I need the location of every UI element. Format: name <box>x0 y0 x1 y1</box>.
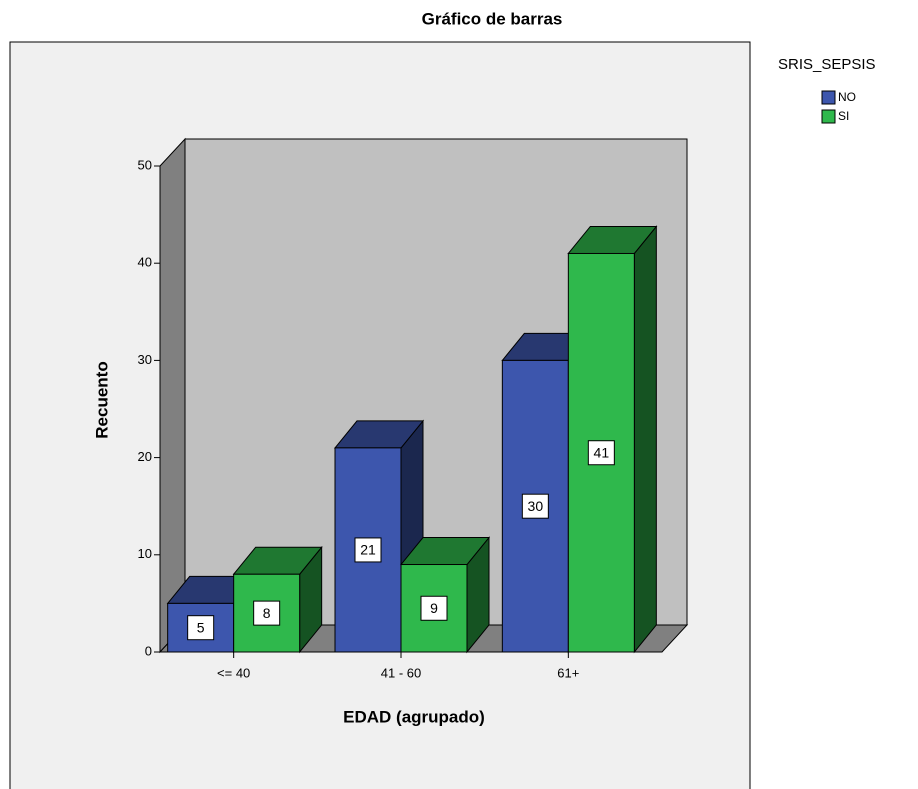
value-label-box <box>521 493 549 519</box>
y-axis-title: Recuento <box>92 361 111 438</box>
value-label: 30 <box>528 498 544 514</box>
legend-swatch <box>821 109 836 124</box>
value-label-box <box>420 595 448 621</box>
left-wall <box>159 137 186 654</box>
value-label: 5 <box>197 619 205 635</box>
y-tick-label: 50 <box>138 157 152 172</box>
value-label: 21 <box>360 542 376 558</box>
chart-title: Gráfico de barras <box>422 9 563 28</box>
value-label: 8 <box>263 605 271 621</box>
bar-side <box>633 225 657 654</box>
value-label-box <box>187 615 215 641</box>
legend-label: SI <box>838 109 849 123</box>
legend-label: NO <box>838 90 856 104</box>
value-label-box <box>253 600 281 626</box>
x-tick-label: <= 40 <box>217 665 250 680</box>
x-tick-label: 61+ <box>557 665 579 680</box>
y-tick-label: 0 <box>145 643 152 658</box>
y-tick-label: 30 <box>138 352 152 367</box>
legend-swatch <box>821 90 836 105</box>
y-tick-label: 10 <box>138 546 152 561</box>
value-label-box <box>354 537 382 563</box>
legend-title: SRIS_SEPSIS <box>778 56 876 73</box>
x-axis-title: EDAD (agrupado) <box>343 707 485 726</box>
x-tick-label: 41 - 60 <box>381 665 421 680</box>
value-label: 9 <box>430 600 438 616</box>
value-label-box <box>587 440 615 466</box>
y-tick-label: 20 <box>138 449 152 464</box>
value-label: 41 <box>594 444 610 460</box>
y-tick-label: 40 <box>138 255 152 270</box>
